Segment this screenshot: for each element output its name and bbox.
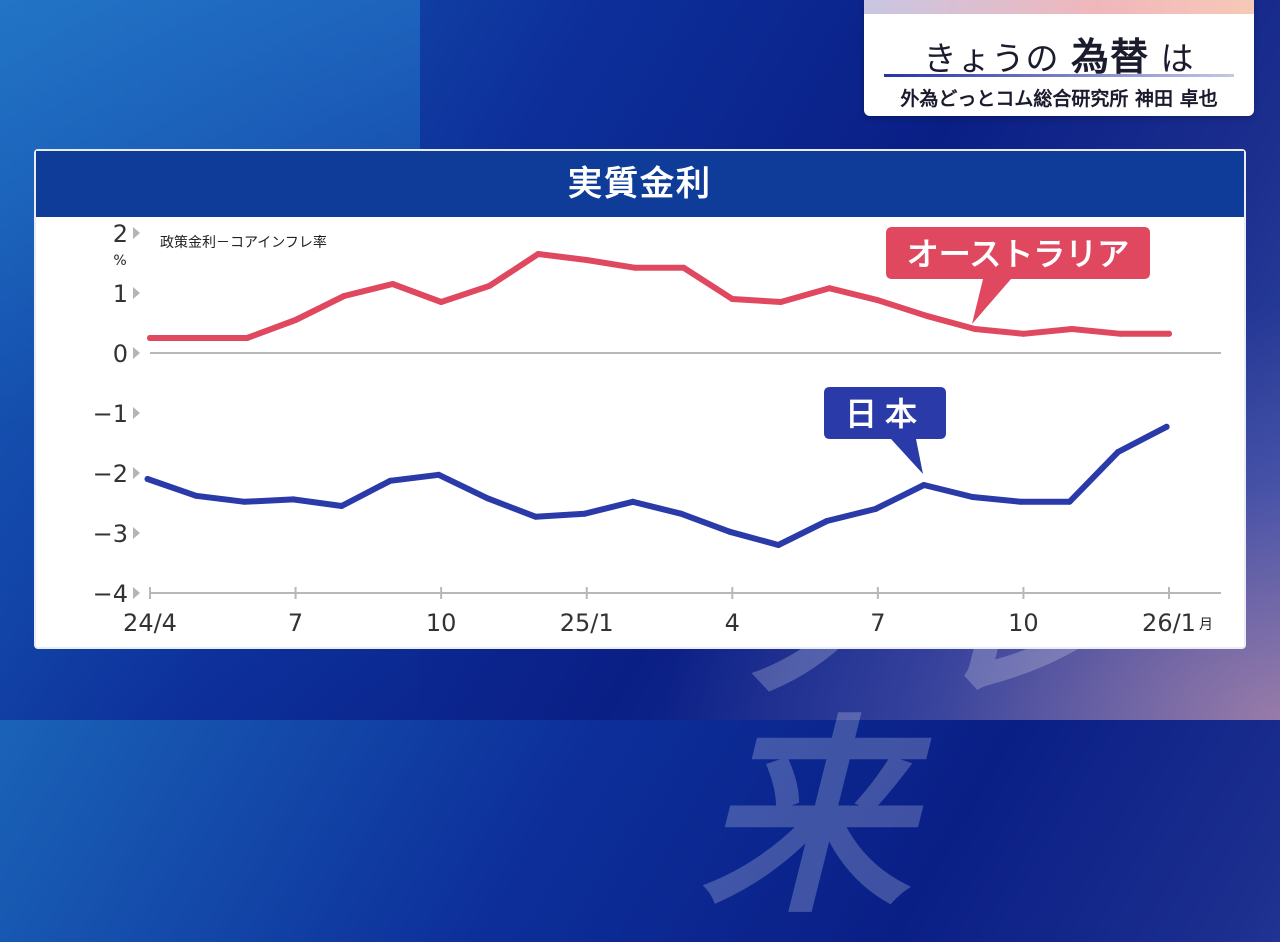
japan-series-label: 日本 — [845, 395, 925, 433]
series-point-australia — [341, 293, 348, 299]
chart-panel: 実質金利 2 1 0 −1 −2 −3 −4% 政策金利－コアインフレ率 24/4 7 10 25/1… — [34, 149, 1246, 649]
australia-series-label: オーストラリア — [907, 235, 1129, 273]
series-point-australia — [486, 282, 493, 289]
series-point-australia — [1068, 326, 1075, 332]
topic-title: きょうの 為替 は — [864, 26, 1254, 81]
series-point-australia — [923, 312, 930, 319]
series-point-japan — [1163, 423, 1170, 430]
series-point-australia — [1166, 330, 1172, 337]
topic-title-prefix: きょうの — [923, 39, 1060, 78]
series-point-japan — [629, 498, 636, 505]
japan-callout: 日本 — [824, 387, 946, 474]
series-point-australia — [535, 251, 542, 257]
chart-title: 実質金利 — [36, 151, 1244, 217]
series-point-australia — [583, 257, 590, 263]
x-tick-label: 26/1 — [1142, 609, 1196, 637]
series-line-japan — [144, 423, 1170, 548]
y-tick-arrow — [133, 347, 140, 359]
series-point-australia — [729, 296, 736, 302]
x-tick-label: 10 — [1008, 609, 1039, 637]
series-point-australia — [1020, 330, 1027, 337]
series-point-australia — [438, 299, 445, 305]
topic-title-emphasis: 為替 — [1070, 35, 1149, 79]
y-tick-arrow — [133, 407, 140, 419]
series-point-australia — [292, 317, 299, 323]
series-point-japan — [290, 496, 297, 503]
topic-stripe — [864, 0, 1254, 14]
series-point-japan — [338, 503, 345, 509]
series-point-australia — [826, 285, 833, 292]
y-tick-arrow — [133, 467, 140, 479]
series-point-australia — [147, 335, 153, 341]
y-unit-label: % — [113, 253, 126, 269]
y-tick-arrow — [133, 527, 140, 539]
series-point-australia — [777, 299, 784, 305]
series-point-japan — [581, 510, 588, 517]
series-line-australia — [147, 251, 1172, 341]
series-point-japan — [823, 518, 830, 524]
australia-callout-bubble — [886, 227, 1150, 324]
series-point-japan — [726, 528, 733, 535]
y-tick-label: 0 — [113, 340, 128, 368]
y-tick-label: 1 — [113, 280, 128, 308]
y-tick-label: −2 — [93, 460, 128, 488]
series-point-japan — [484, 495, 491, 502]
topic-title-suffix: は — [1160, 39, 1195, 78]
series-point-australia — [680, 264, 687, 271]
series-point-australia — [389, 281, 396, 287]
series-point-japan — [387, 477, 394, 484]
topic-subtitle: 外為どっとコム総合研究所 神田 卓也 — [900, 88, 1218, 110]
x-tick-label: 7 — [870, 609, 885, 637]
x-unit-label: 月 — [1199, 617, 1213, 633]
series-point-australia — [244, 335, 251, 341]
series-point-japan — [435, 471, 442, 478]
y-tick-arrow — [133, 287, 140, 299]
y-tick-arrow — [133, 587, 140, 599]
series-point-japan — [1018, 498, 1025, 505]
x-tick-label: 4 — [725, 609, 740, 637]
series-point-australia — [874, 297, 881, 304]
x-tick-label: 24/4 — [123, 609, 177, 637]
x-tick-label: 7 — [288, 609, 303, 637]
series-point-australia — [1117, 330, 1124, 337]
x-tick-label: 10 — [426, 609, 457, 637]
series-point-japan — [969, 494, 976, 500]
y-tick-arrow — [133, 227, 140, 239]
series-point-japan — [775, 542, 782, 548]
series-point-japan — [872, 506, 879, 512]
series-point-japan — [1115, 449, 1122, 455]
series-point-japan — [920, 482, 927, 488]
series-point-australia — [971, 326, 978, 332]
japan-callout-bubble — [824, 387, 946, 474]
y-tick-label: −1 — [93, 400, 128, 428]
y-tick-label: 2 — [113, 220, 128, 248]
series-point-japan — [532, 513, 539, 520]
series-point-japan — [144, 476, 151, 482]
australia-callout: オーストラリア — [886, 227, 1150, 324]
topic-divider — [884, 74, 1234, 77]
series-point-australia — [632, 264, 639, 271]
series-point-japan — [193, 492, 200, 499]
x-tick-label: 25/1 — [560, 609, 614, 637]
series-point-japan — [678, 510, 685, 517]
series-point-japan — [241, 498, 248, 505]
series-point-japan — [1066, 498, 1073, 505]
topic-box: きょうの 為替 は 外為どっとコム総合研究所 神田 卓也 — [864, 0, 1254, 116]
series-point-australia — [195, 335, 202, 341]
y-tick-label: −3 — [93, 520, 128, 548]
chart-note: 政策金利－コアインフレ率 — [160, 234, 327, 251]
y-tick-label: −4 — [93, 580, 128, 608]
